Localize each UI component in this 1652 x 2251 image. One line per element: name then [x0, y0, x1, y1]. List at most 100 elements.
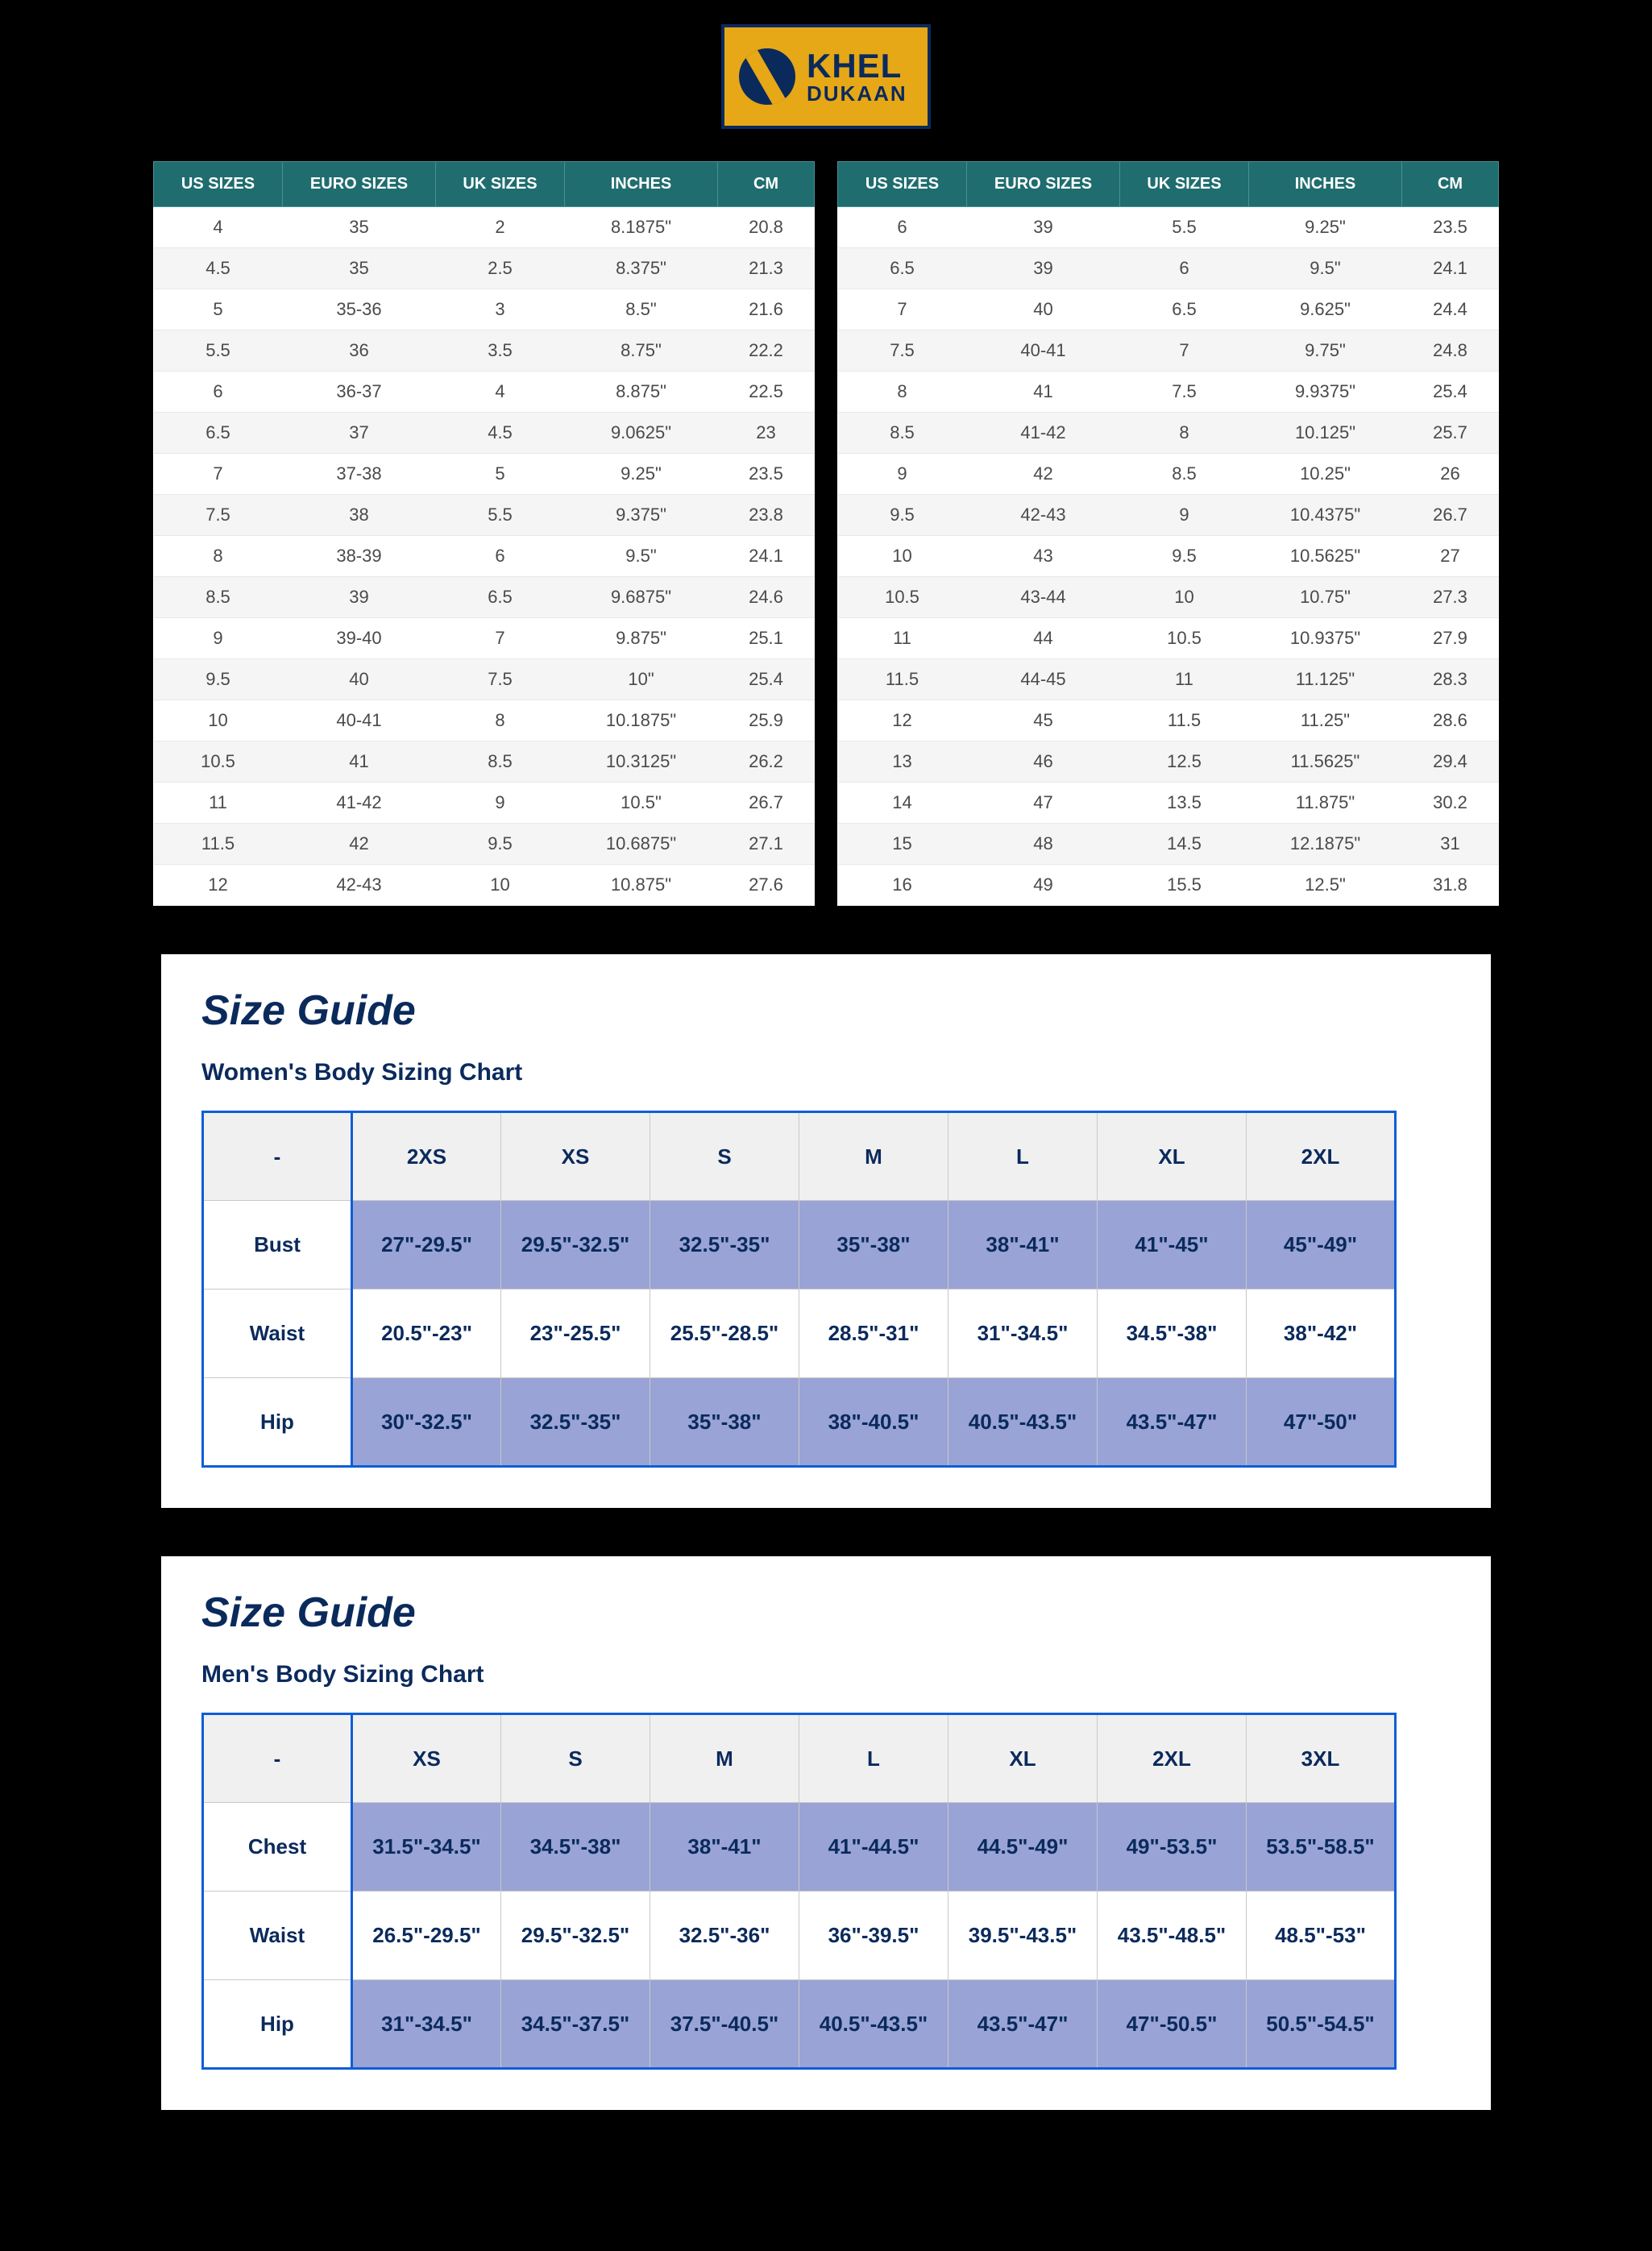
- shoe-cell: 23.5: [718, 454, 815, 495]
- shoe-cell: 9.5: [1120, 536, 1249, 577]
- shoe-cell: 3: [436, 289, 565, 330]
- body-chart-cell: 27"-29.5": [352, 1201, 501, 1290]
- shoe-cell: 8.5": [565, 289, 718, 330]
- shoe-cell: 24.1: [1402, 248, 1499, 289]
- shoe-cell: 10.5: [838, 577, 967, 618]
- shoe-cell: 12.5: [1120, 741, 1249, 783]
- shoe-cell: 9: [1120, 495, 1249, 536]
- shoe-cell: 8: [838, 372, 967, 413]
- shoe-cell: 10.125": [1249, 413, 1402, 454]
- shoe-cell: 4.5: [436, 413, 565, 454]
- shoe-cell: 40-41: [283, 700, 436, 741]
- body-chart-header-cell: L: [799, 1714, 948, 1803]
- shoe-cell: 11.25": [1249, 700, 1402, 741]
- shoe-cell: 4.5: [154, 248, 283, 289]
- shoe-cell: 8.1875": [565, 207, 718, 248]
- shoe-cell: 11: [838, 618, 967, 659]
- body-chart-cell: 43.5"-48.5": [1098, 1892, 1247, 1980]
- shoe-row: 10.5418.510.3125"26.2: [154, 741, 815, 783]
- body-chart-cell: 41"-44.5": [799, 1803, 948, 1892]
- body-chart-cell: 39.5"-43.5": [948, 1892, 1098, 1980]
- shoe-cell: 23.8: [718, 495, 815, 536]
- shoe-cell: 9.5: [436, 824, 565, 865]
- logo-line2: DUKAAN: [807, 83, 907, 104]
- shoe-header-cell: CM: [718, 162, 815, 207]
- body-chart-row: Waist26.5"-29.5"29.5"-32.5"32.5"-36"36"-…: [203, 1892, 1396, 1980]
- shoe-cell: 11: [1120, 659, 1249, 700]
- body-chart-header-row: -2XSXSSMLXL2XL: [203, 1112, 1396, 1201]
- shoe-cell: 38: [283, 495, 436, 536]
- body-chart-cell: 38"-41": [948, 1201, 1098, 1290]
- shoe-cell: 31.8: [1402, 865, 1499, 906]
- shoe-row: 9.542-43910.4375"26.7: [838, 495, 1499, 536]
- shoe-cell: 2.5: [436, 248, 565, 289]
- shoe-cell: 9.625": [1249, 289, 1402, 330]
- shoe-cell: 10.5: [1120, 618, 1249, 659]
- shoe-row: 737-3859.25"23.5: [154, 454, 815, 495]
- shoe-header-cell: EURO SIZES: [283, 162, 436, 207]
- shoe-cell: 25.1: [718, 618, 815, 659]
- shoe-row: 838-3969.5"24.1: [154, 536, 815, 577]
- shoe-row: 9428.510.25"26: [838, 454, 1499, 495]
- shoe-cell: 10.6875": [565, 824, 718, 865]
- shoe-cell: 5.5: [1120, 207, 1249, 248]
- shoe-cell: 10: [1120, 577, 1249, 618]
- shoe-cell: 6.5: [436, 577, 565, 618]
- brand-logo: KHEL DUKAAN: [721, 24, 931, 129]
- shoe-cell: 12.1875": [1249, 824, 1402, 865]
- body-chart-cell: 47"-50.5": [1098, 1980, 1247, 2069]
- shoe-cell: 6.5: [838, 248, 967, 289]
- shoe-cell: 14: [838, 783, 967, 824]
- shoe-row: 114410.510.9375"27.9: [838, 618, 1499, 659]
- womens-subtitle: Women's Body Sizing Chart: [201, 1059, 1451, 1086]
- shoe-header-cell: UK SIZES: [1120, 162, 1249, 207]
- body-chart-row: Bust27"-29.5"29.5"-32.5"32.5"-35"35"-38"…: [203, 1201, 1396, 1290]
- shoe-cell: 43-44: [967, 577, 1120, 618]
- shoe-cell: 9.5": [565, 536, 718, 577]
- shoe-cell: 7.5: [1120, 372, 1249, 413]
- shoe-row: 124511.511.25"28.6: [838, 700, 1499, 741]
- body-chart-header-cell: S: [501, 1714, 650, 1803]
- shoe-header-row: US SIZESEURO SIZESUK SIZESINCHESCM: [838, 162, 1499, 207]
- shoe-cell: 11: [154, 783, 283, 824]
- shoe-cell: 47: [967, 783, 1120, 824]
- body-chart-header-cell: 2XL: [1098, 1714, 1247, 1803]
- shoe-cell: 41-42: [283, 783, 436, 824]
- body-chart-cell: 34.5"-37.5": [501, 1980, 650, 2069]
- body-chart-row: Hip30"-32.5"32.5"-35"35"-38"38"-40.5"40.…: [203, 1378, 1396, 1467]
- shoe-cell: 9: [436, 783, 565, 824]
- shoe-cell: 27.1: [718, 824, 815, 865]
- shoe-cell: 36: [283, 330, 436, 372]
- body-chart-cell: 43.5"-47": [948, 1980, 1098, 2069]
- shoe-cell: 7: [838, 289, 967, 330]
- shoe-cell: 8.875": [565, 372, 718, 413]
- shoe-cell: 10.5": [565, 783, 718, 824]
- shoe-cell: 12: [154, 865, 283, 906]
- shoe-header-cell: INCHES: [565, 162, 718, 207]
- shoe-row: 10.543-441010.75"27.3: [838, 577, 1499, 618]
- shoe-row: 144713.511.875"30.2: [838, 783, 1499, 824]
- body-chart-cell: 26.5"-29.5": [352, 1892, 501, 1980]
- body-chart-header-cell: XL: [948, 1714, 1098, 1803]
- shoe-cell: 30.2: [1402, 783, 1499, 824]
- shoe-cell: 8.75": [565, 330, 718, 372]
- body-chart-header-cell: XS: [501, 1112, 650, 1201]
- shoe-row: 636-3748.875"22.5: [154, 372, 815, 413]
- body-chart-cell: 38"-40.5": [799, 1378, 948, 1467]
- body-chart-row-label: Bust: [203, 1201, 352, 1290]
- body-chart-cell: 38"-42": [1247, 1290, 1396, 1378]
- shoe-cell: 26.2: [718, 741, 815, 783]
- shoe-cell: 10.5625": [1249, 536, 1402, 577]
- shoe-table-right: US SIZESEURO SIZESUK SIZESINCHESCM 6395.…: [837, 161, 1499, 906]
- shoe-cell: 11.5: [1120, 700, 1249, 741]
- shoe-cell: 40-41: [967, 330, 1120, 372]
- shoe-cell: 21.3: [718, 248, 815, 289]
- shoe-cell: 8: [1120, 413, 1249, 454]
- body-chart-cell: 53.5"-58.5": [1247, 1803, 1396, 1892]
- shoe-row: 164915.512.5"31.8: [838, 865, 1499, 906]
- shoe-cell: 43: [967, 536, 1120, 577]
- shoe-cell: 25.4: [1402, 372, 1499, 413]
- shoe-row: 535-3638.5"21.6: [154, 289, 815, 330]
- shoe-cell: 37: [283, 413, 436, 454]
- shoe-table-left: US SIZESEURO SIZESUK SIZESINCHESCM 43528…: [153, 161, 815, 906]
